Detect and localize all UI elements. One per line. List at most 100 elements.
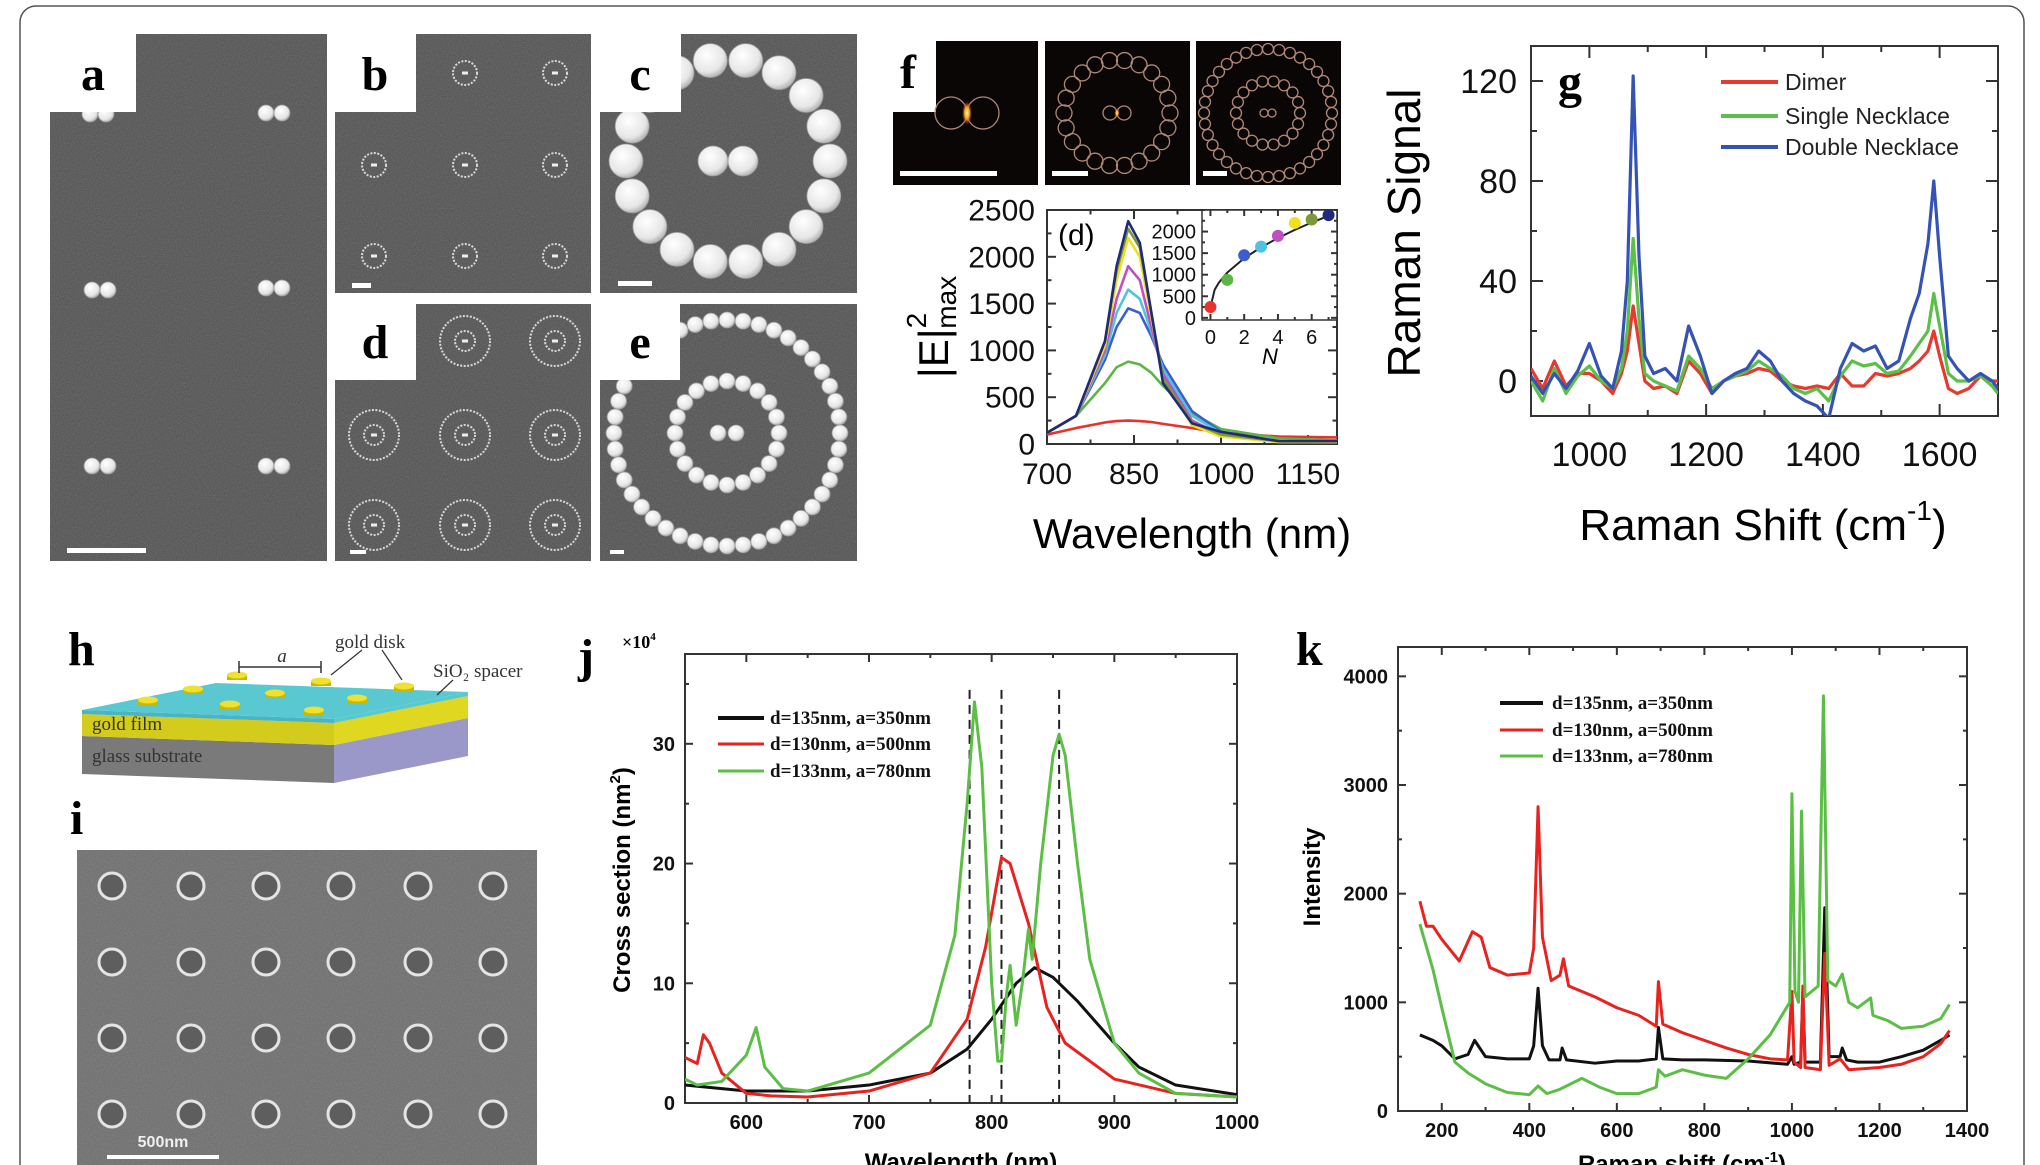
x-tick-label: 850 — [1109, 458, 1159, 491]
particle-ring — [542, 243, 568, 269]
particle-ring — [529, 315, 581, 367]
particle-ring — [454, 424, 476, 446]
particle-outline — [1073, 64, 1091, 82]
particle-ring — [361, 243, 387, 269]
y-tick-label: 0 — [1185, 308, 1196, 330]
nanoparticle — [734, 375, 752, 392]
xlabel-sup: -1 — [1765, 1149, 1778, 1165]
panel-label-d: d — [362, 316, 389, 369]
panel-label-e: e — [629, 316, 650, 369]
nanoparticle — [257, 279, 275, 297]
data-point-n0 — [1204, 301, 1217, 314]
nanoparticle — [728, 43, 764, 78]
particle-ring — [363, 424, 385, 446]
x-tick-label: 1000 — [1215, 1112, 1260, 1134]
x-tick-label: 700 — [1022, 458, 1072, 491]
nanoparticle — [644, 509, 662, 527]
chart-k-raman-intensity: 200 400 600 800 1000 1200 1400 0 1000 2000 3000 400… — [1344, 646, 1989, 1142]
nanoparticle — [702, 375, 720, 392]
nanoparticle — [760, 455, 778, 472]
nanoparticle — [608, 143, 644, 179]
particle-outline — [1283, 46, 1297, 60]
pointer-line — [436, 679, 454, 696]
nanoparticle — [610, 392, 627, 410]
gold-disk — [227, 671, 247, 679]
gold-disk-label: gold disk — [335, 632, 406, 653]
nanoparticle — [750, 533, 768, 550]
particle-outline — [1057, 119, 1075, 137]
legend-label: d=135nm, a=350nm — [1552, 693, 1713, 714]
nanoparticle — [803, 498, 821, 516]
scale-bar — [1052, 171, 1088, 176]
ylabel-sup: 2 — [901, 313, 932, 329]
fit-curve — [1209, 214, 1329, 308]
chart-j-legend: d=135nm, a=350nm d=130nm, a=500nm d=133n… — [718, 708, 931, 782]
chart-g-raman-signal: 1000 1200 1400 1600 0 40 80 120 — [1460, 45, 1999, 474]
particle-outline — [1161, 104, 1179, 122]
series-line-single-necklace — [1531, 236, 1998, 403]
ylabel-base: Cross section (nm — [609, 783, 636, 992]
plot-area — [685, 689, 1237, 1103]
chart-k-xlabel: Raman shift (cm-1) — [1578, 1149, 1786, 1165]
y-tick-label: 0 — [1498, 363, 1517, 401]
spacer-top-face — [82, 683, 468, 719]
nanoparticle — [666, 424, 684, 442]
nanoparticle — [686, 533, 704, 550]
x-tick-label: 800 — [975, 1112, 1008, 1134]
x-tick-label: 1400 — [1785, 436, 1861, 474]
y-tick-label: 0 — [1377, 1101, 1388, 1123]
nanoparticle — [827, 456, 844, 474]
nanoparticle — [606, 408, 624, 426]
y-tick-label: 20 — [653, 854, 675, 876]
spacer-front-face — [82, 710, 334, 723]
nanoparticle — [688, 466, 705, 484]
pointer-line — [330, 649, 363, 676]
particle-outline — [1317, 138, 1330, 152]
panel-label-b: b — [362, 48, 389, 101]
nanoparticle — [792, 339, 810, 357]
nanoparticle — [813, 485, 831, 503]
center-dimer — [371, 523, 377, 527]
nanoparticle — [676, 394, 694, 411]
nanoparticle — [83, 457, 101, 475]
plot-area — [1531, 74, 1998, 416]
nanoparticle — [727, 424, 745, 442]
nanoparticle — [605, 424, 623, 442]
gold-disk — [97, 1023, 127, 1053]
nanoparticle — [669, 408, 686, 426]
xlabel-close: ) — [1778, 1151, 1786, 1165]
nanoparticle — [728, 244, 764, 279]
y-tick-label: 40 — [1479, 263, 1517, 301]
particle-outline — [1267, 108, 1277, 118]
gold-disk — [478, 947, 508, 977]
nanoparticle — [788, 209, 824, 244]
particle-outline — [1291, 95, 1305, 109]
gold-disk — [265, 689, 285, 697]
nanoparticle — [727, 145, 759, 177]
x-tick-label: 800 — [1688, 1120, 1721, 1142]
y-tick-label: 30 — [653, 734, 675, 756]
nanoparticle — [697, 145, 729, 177]
particle-outline — [1256, 138, 1269, 151]
scale-bar — [352, 283, 371, 288]
nanoparticle — [734, 536, 752, 554]
nanoparticle — [765, 527, 783, 545]
nanoparticle — [614, 108, 650, 144]
ylabel-base: |E| — [910, 328, 957, 378]
gold-disk — [478, 1099, 508, 1129]
nanoparticle — [671, 527, 689, 545]
plot-frame — [684, 653, 1238, 1104]
scale-bar — [618, 281, 652, 286]
gold-disk — [176, 947, 206, 977]
particle-outline — [1229, 51, 1243, 64]
gold-disk — [326, 1023, 356, 1053]
nanoparticle — [734, 312, 752, 330]
sem-grain — [77, 850, 537, 1165]
nanoparticle — [257, 457, 275, 475]
particle-ring — [348, 409, 400, 461]
nanoparticle — [610, 456, 627, 474]
center-dimer — [371, 433, 377, 437]
nanoparticle — [761, 55, 797, 91]
label-box — [892, 40, 936, 112]
